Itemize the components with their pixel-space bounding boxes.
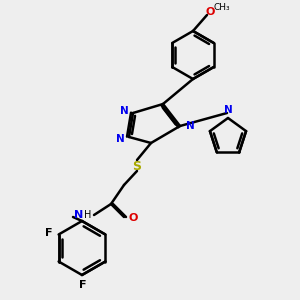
Text: O: O	[128, 213, 138, 223]
Text: N: N	[120, 106, 128, 116]
Text: N: N	[186, 121, 194, 131]
Text: H: H	[84, 210, 92, 220]
Text: F: F	[79, 280, 87, 290]
Text: S: S	[133, 160, 142, 172]
Text: O: O	[205, 7, 215, 17]
Text: N: N	[116, 134, 124, 144]
Text: N: N	[224, 105, 232, 115]
Text: N: N	[74, 210, 84, 220]
Text: F: F	[45, 227, 52, 238]
Text: CH₃: CH₃	[214, 2, 230, 11]
